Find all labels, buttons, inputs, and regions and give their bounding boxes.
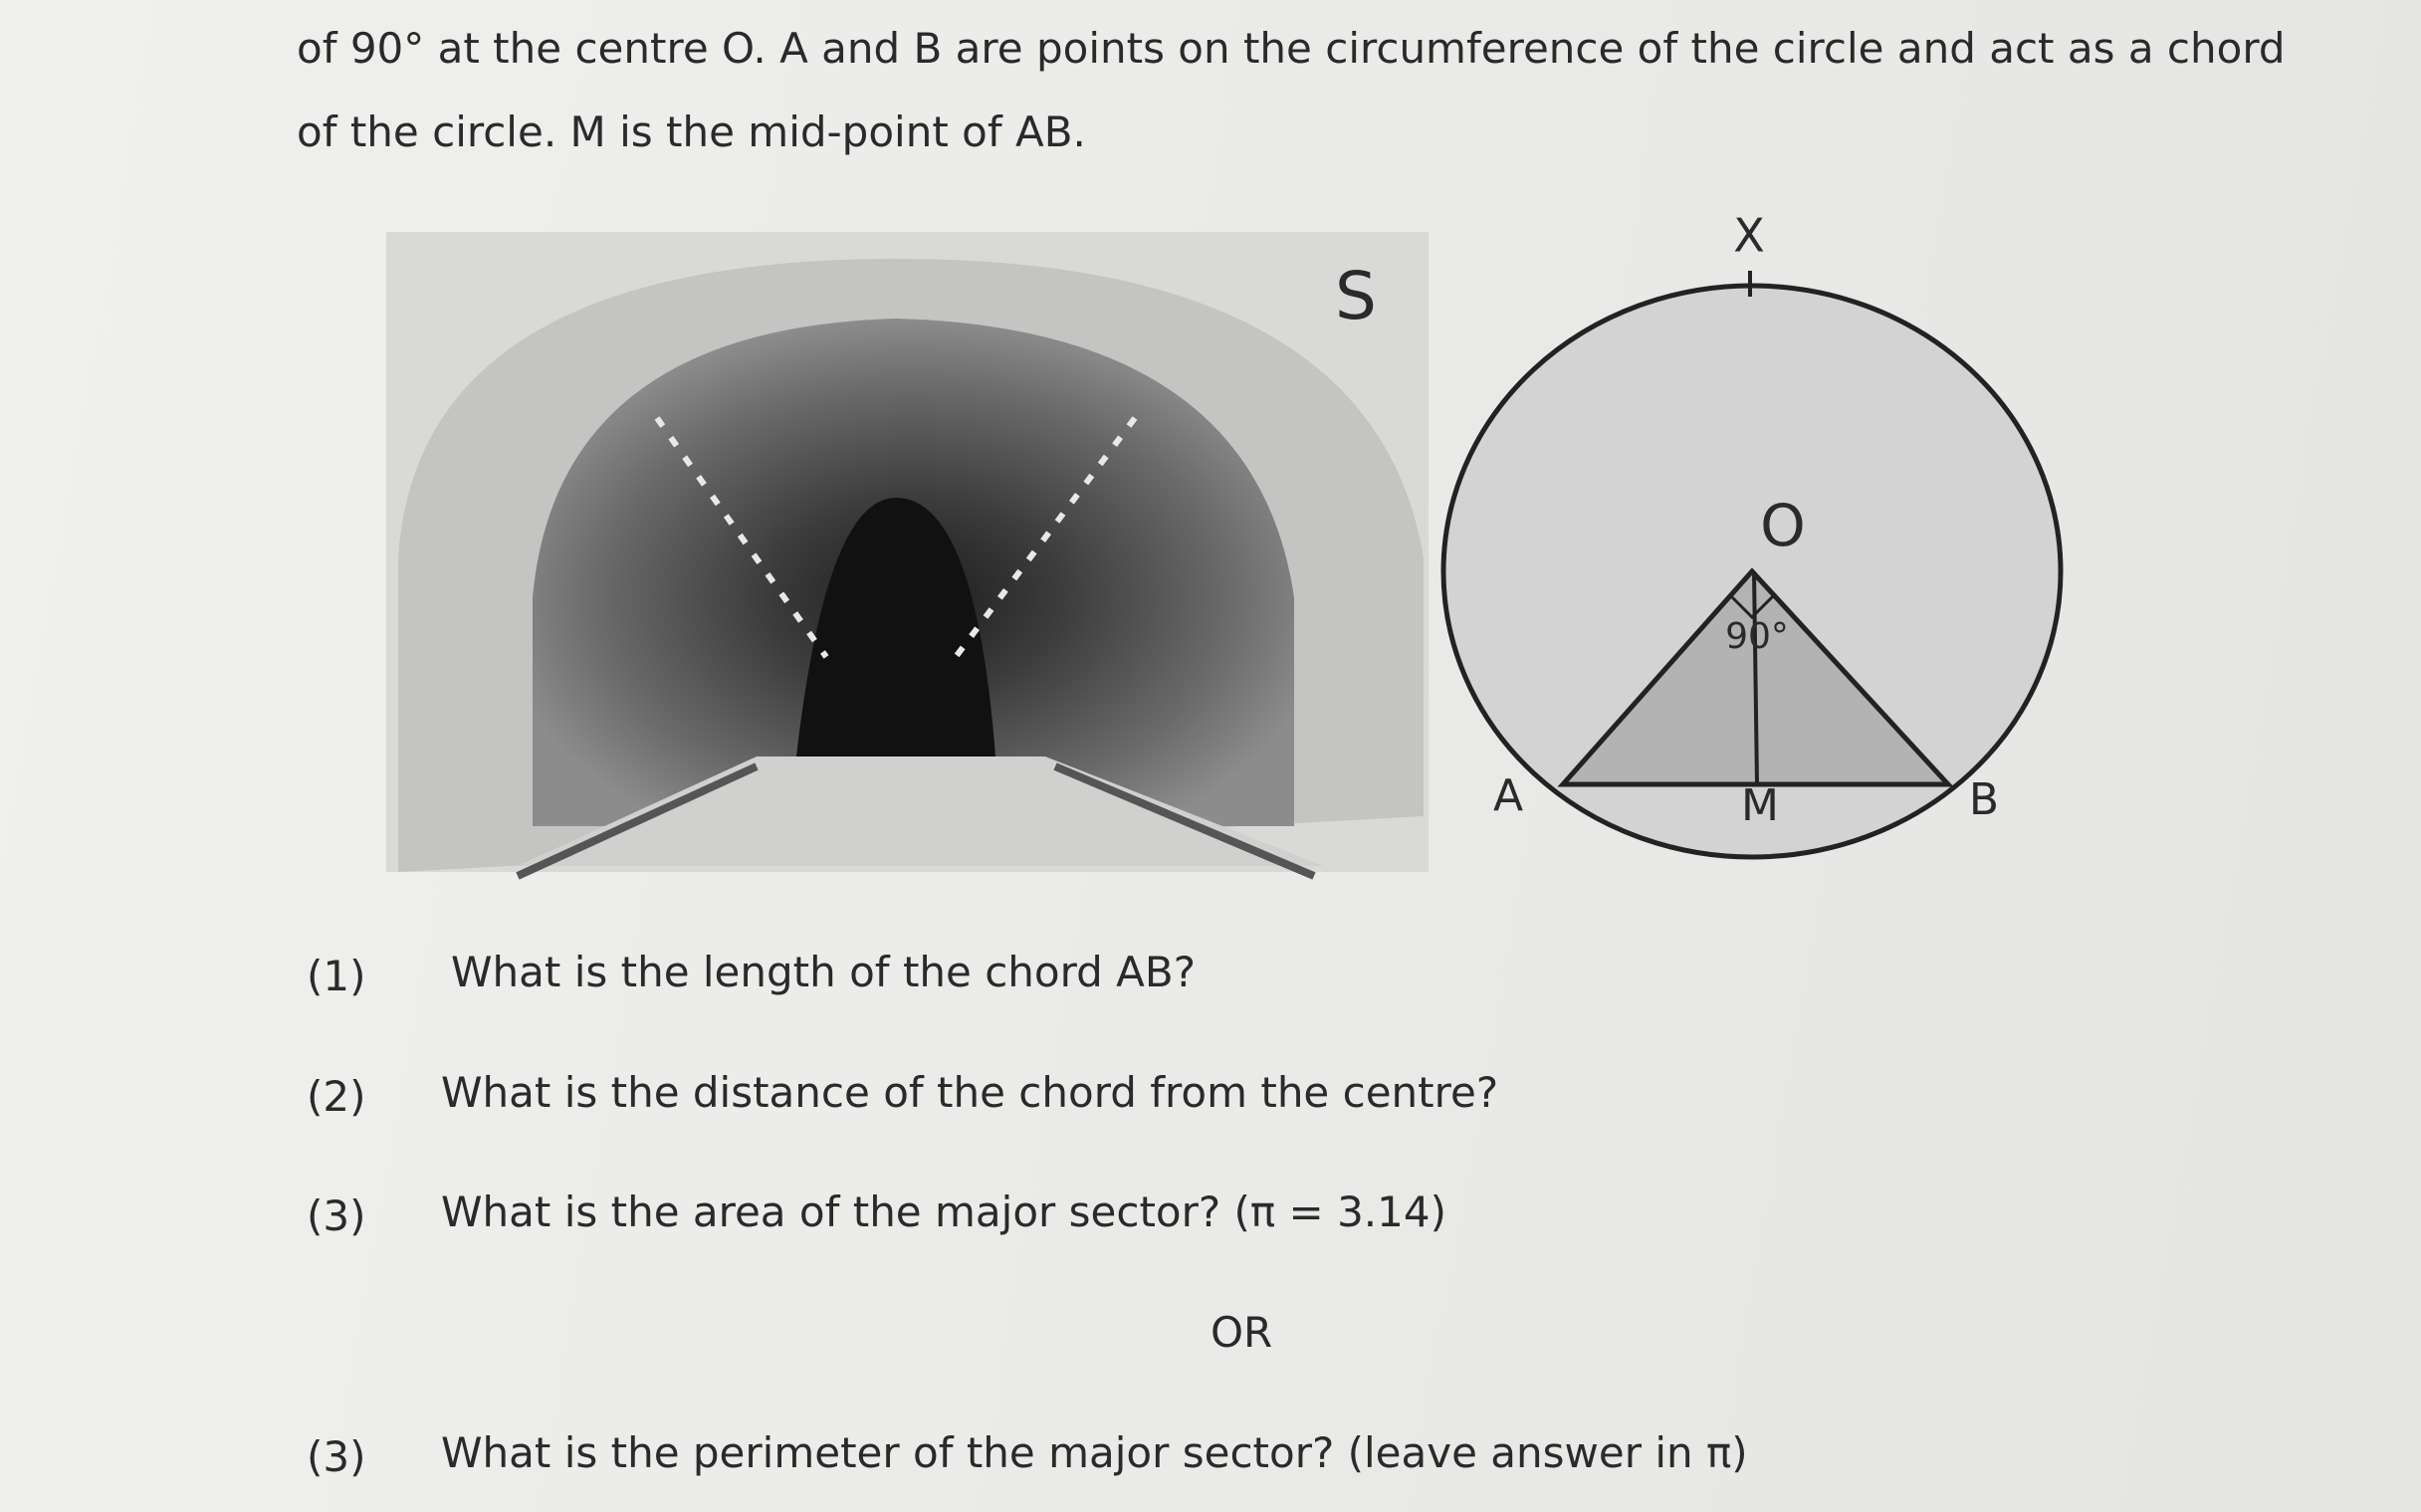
question-number: (1) [307, 952, 366, 1000]
question-number: (2) [307, 1072, 366, 1121]
question-text: What is the length of the chord AB? [451, 948, 1197, 996]
tunnel-photo: S [386, 232, 1429, 880]
photo-label: S [1335, 258, 1377, 334]
label-x: X [1733, 209, 1765, 263]
question-text: What is the distance of the chord from t… [441, 1068, 1499, 1117]
paragraph-line: of the circle. M is the mid-point of AB. [297, 108, 1086, 156]
circle-diagram: X O 90° A M B [1440, 209, 2064, 860]
median [1752, 570, 1759, 785]
label-b: B [1969, 774, 1999, 825]
paragraph-line: of 90° at the centre O. A and B are poin… [297, 24, 2286, 73]
label-a: A [1493, 770, 1523, 821]
question-text: What is the area of the major sector? (π… [441, 1188, 1446, 1236]
label-angle: 90° [1725, 616, 1789, 657]
question-number: (3) [307, 1191, 366, 1240]
label-o: O [1760, 492, 1806, 559]
separator: OR [1210, 1308, 1273, 1357]
question-text: What is the perimeter of the major secto… [441, 1428, 1748, 1477]
question-number: (3) [307, 1432, 366, 1481]
right-angle [1728, 593, 1776, 620]
label-m: M [1741, 780, 1779, 831]
